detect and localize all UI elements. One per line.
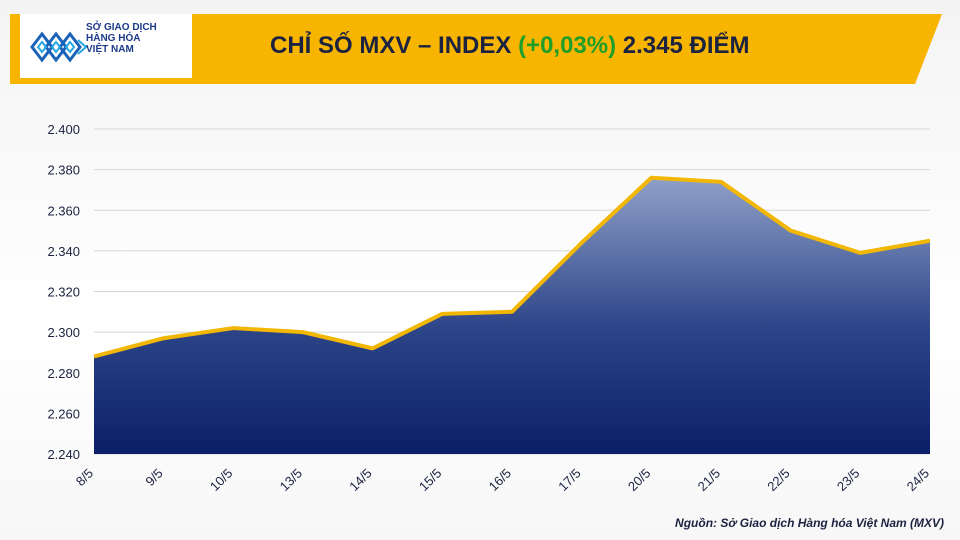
title-value: 2.345 ĐIỂM — [616, 32, 750, 59]
x-tick-label: 8/5 — [73, 466, 96, 489]
y-tick-label: 2.280 — [47, 366, 80, 381]
x-tick-label: 24/5 — [904, 466, 933, 495]
title-main: CHỈ SỐ MXV – INDEX — [270, 32, 519, 59]
logo-text: SỞ GIAO DỊCH HÀNG HÓA VIỆT NAM — [86, 22, 186, 55]
y-tick-label: 2.240 — [47, 447, 80, 462]
x-tick-label: 10/5 — [207, 466, 236, 495]
y-tick-label: 2.380 — [47, 163, 80, 178]
index-area — [94, 177, 930, 454]
x-tick-label: 16/5 — [486, 466, 515, 495]
x-tick-label: 9/5 — [142, 466, 165, 489]
logo-box: SỞ GIAO DỊCH HÀNG HÓA VIỆT NAM — [20, 14, 192, 78]
x-tick-label: 21/5 — [695, 466, 724, 495]
y-tick-label: 2.400 — [47, 122, 80, 137]
logo-line: HÀNG HÓA — [86, 33, 141, 44]
y-tick-label: 2.340 — [47, 244, 80, 259]
logo-line: SỞ GIAO DỊCH — [86, 22, 157, 33]
title-change: (+0,03%) — [518, 32, 617, 59]
x-tick-label: 14/5 — [346, 466, 375, 495]
title-banner — [10, 14, 942, 84]
source-note: Nguồn: Sở Giao dịch Hàng hóa Việt Nam (M… — [675, 516, 944, 530]
x-tick-label: 17/5 — [555, 466, 584, 495]
y-tick-label: 2.320 — [47, 285, 80, 300]
chart-title: CHỈ SỐ MXV – INDEX (+0,03%) 2.345 ĐIỂM — [270, 32, 750, 68]
x-tick-label: 23/5 — [834, 466, 863, 495]
x-tick-label: 15/5 — [416, 466, 445, 495]
mxv-logo-icon — [30, 31, 88, 63]
y-tick-label: 2.300 — [47, 325, 80, 340]
y-tick-label: 2.360 — [47, 203, 80, 218]
index-line — [93, 175, 931, 359]
x-tick-label: 22/5 — [764, 466, 793, 495]
logo-line: VIỆT NAM — [86, 44, 134, 55]
x-tick-label: 13/5 — [277, 466, 306, 495]
y-tick-label: 2.260 — [47, 406, 80, 421]
x-tick-label: 20/5 — [625, 466, 654, 495]
